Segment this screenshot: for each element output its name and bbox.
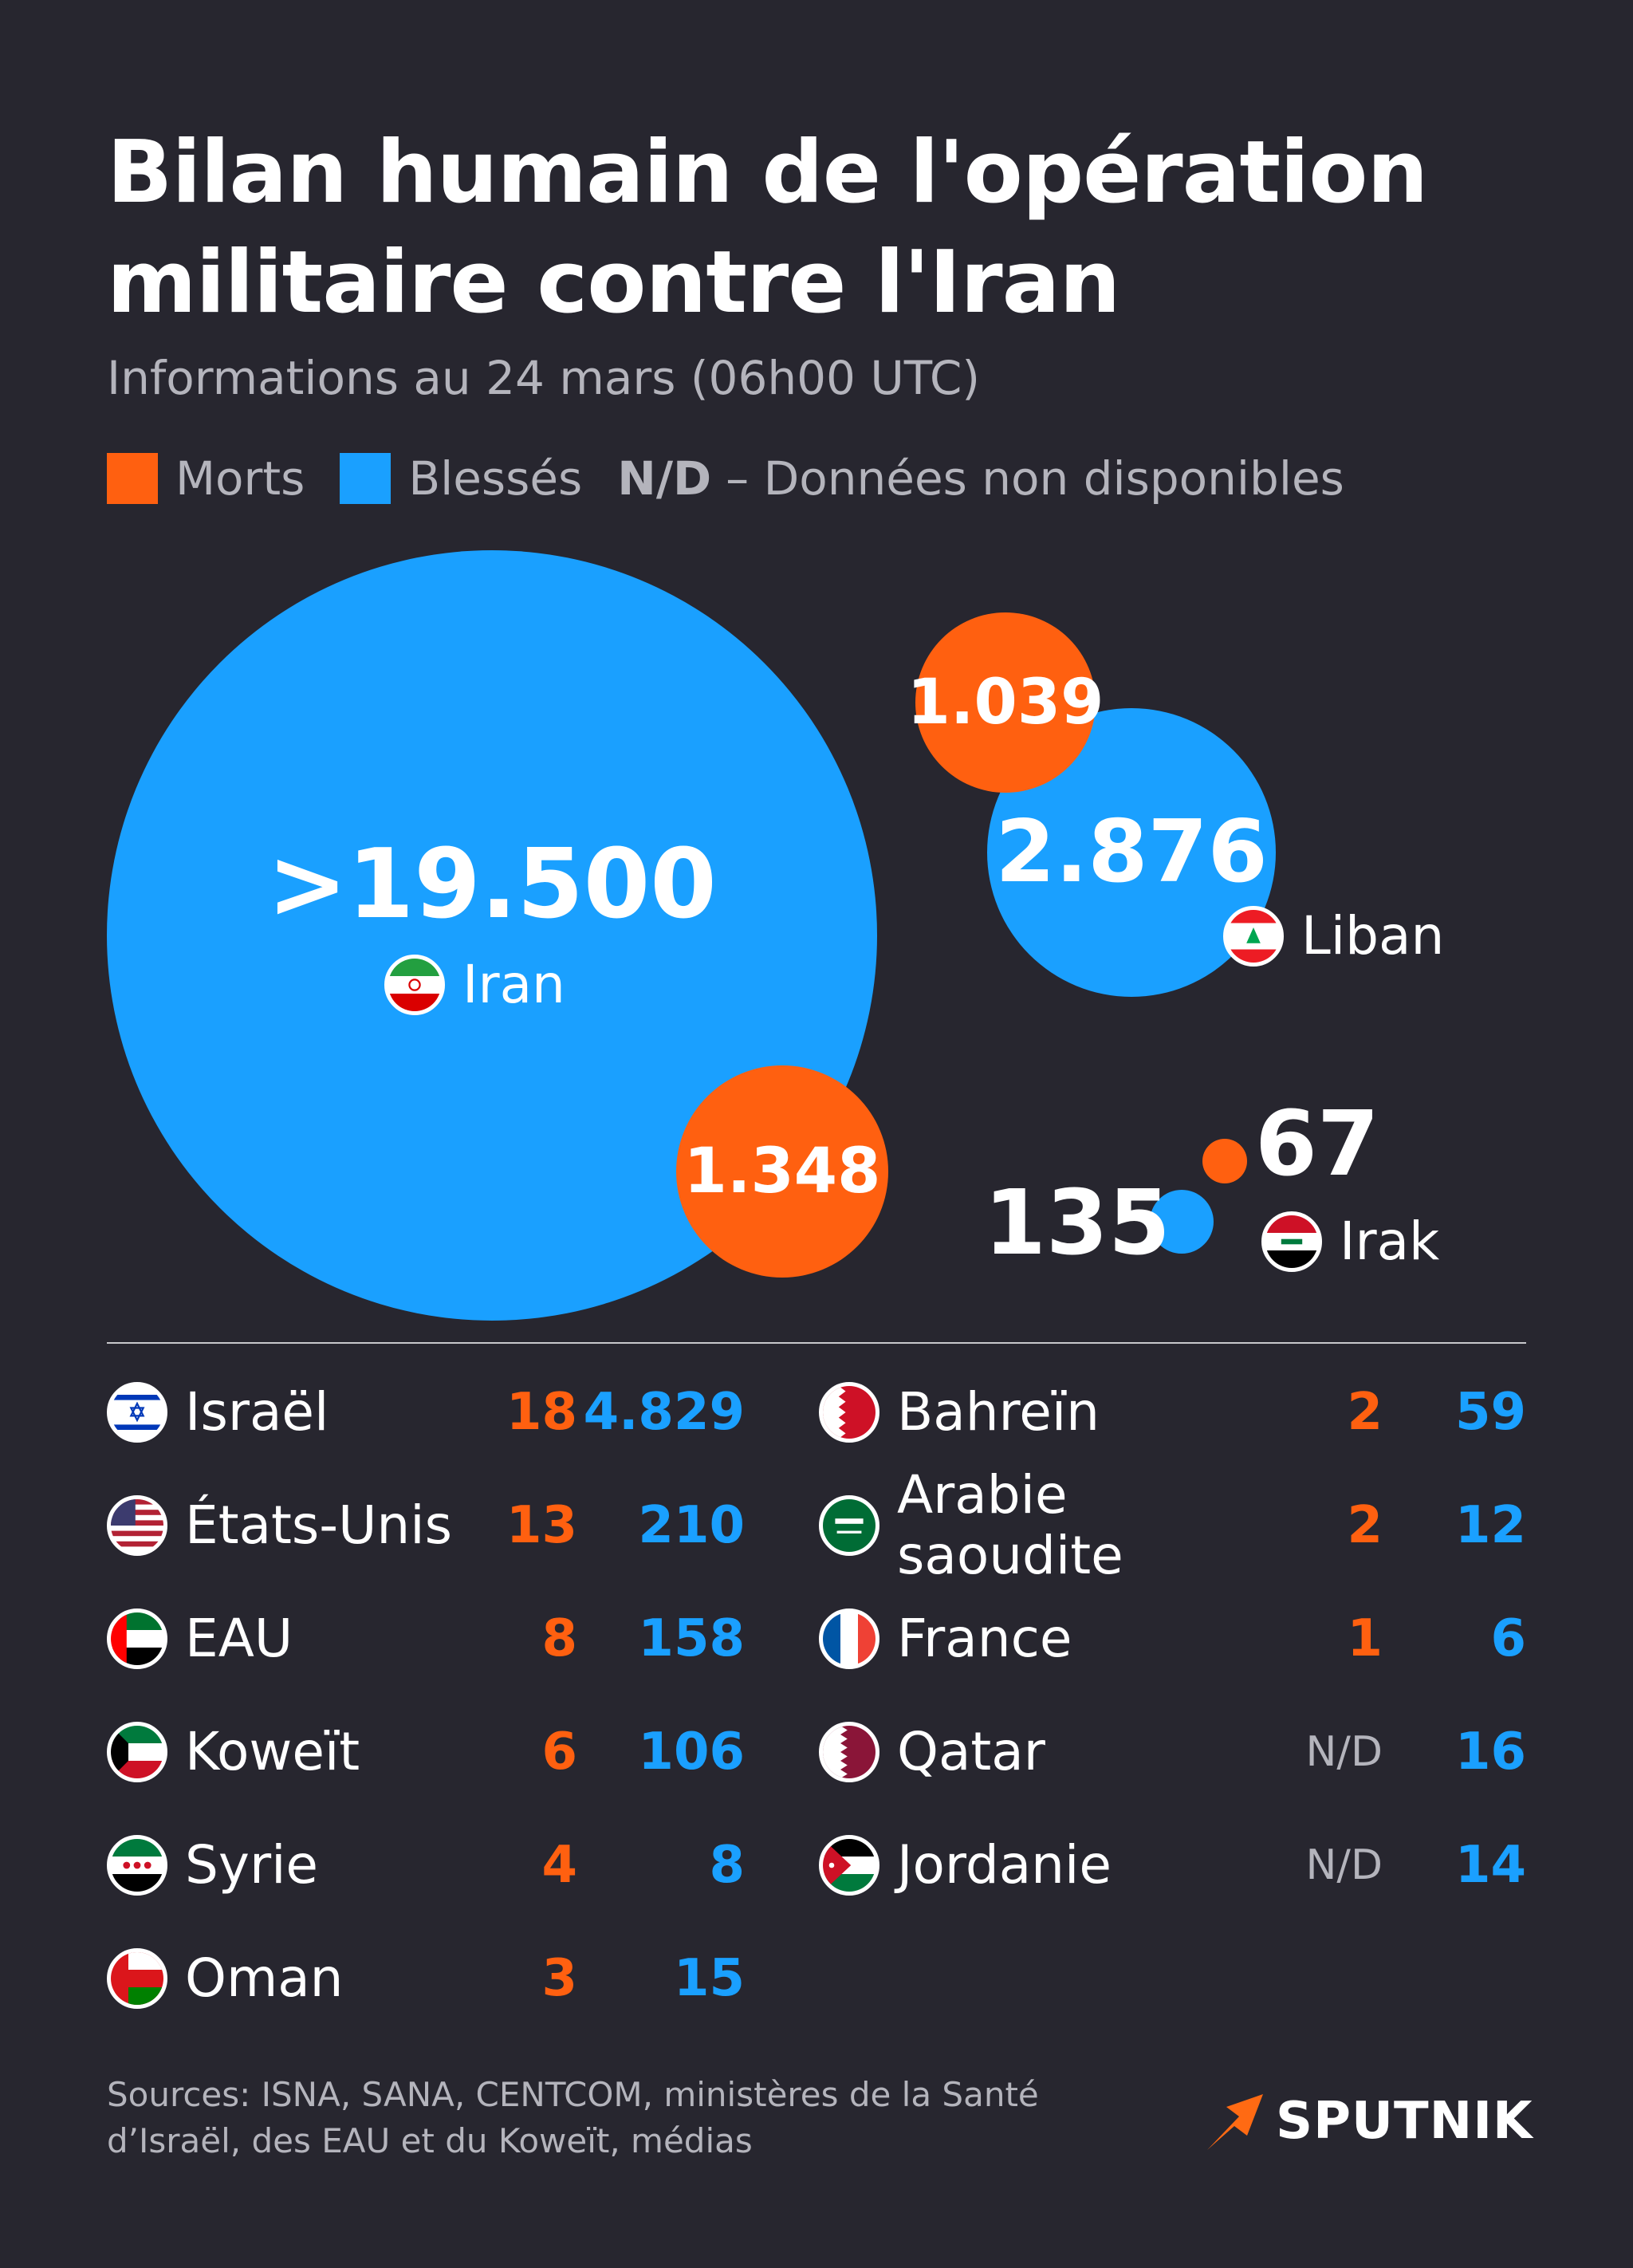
morts-value: 4 [541,1836,577,1895]
country-name: Jordanie [897,1834,1112,1896]
country-name: Syrie [185,1834,319,1896]
table-row: France 1 6 [819,1582,1526,1695]
country-name: Qatar [897,1721,1045,1782]
country-name: France [897,1608,1072,1669]
divider [107,1342,1526,1344]
lebanon-flag-icon [1223,905,1284,967]
liban-country-name: Liban [1301,905,1445,967]
blesses-value: 12 [1454,1496,1526,1555]
country-name: États-Unis [185,1494,452,1556]
title-line-2: militaire contre l'Iran [107,233,1120,333]
legend-blesses-label: Blessés [408,451,583,506]
blesses-value: 106 [638,1723,745,1782]
legend-blesses-swatch [340,453,392,504]
morts-value: 13 [506,1496,577,1555]
table-row: Koweït 6 106 [107,1695,745,1809]
page-title: Bilan humain de l'opération militaire co… [107,118,1542,338]
table-row: Jordanie N/D 14 [819,1809,1526,1922]
country-name: EAU [185,1608,293,1669]
jordan-flag-icon [819,1835,879,1896]
table-row: EAU 8 158 [107,1582,745,1695]
irak-blesses-bubble [1150,1190,1214,1254]
blesses-value: 4.829 [583,1383,745,1442]
table-row: États-Unis 13 210 [107,1469,745,1582]
country-name: Oman [185,1947,344,2009]
iran-flag-icon [384,954,445,1015]
blesses-value: 158 [638,1609,745,1668]
blesses-value: 14 [1454,1836,1526,1895]
sputnik-logo: SPUTNIK [1202,2089,1533,2153]
blesses-value: 59 [1454,1383,1526,1442]
iraq-flag-icon [1261,1211,1322,1272]
blesses-value: 15 [673,1949,745,2008]
liban-morts-value: 1.039 [907,667,1104,738]
liban-blesses-value: 2.876 [995,802,1268,902]
title-line-1: Bilan humain de l'opération [107,123,1428,222]
table-row: Arabie saoudite 2 12 [819,1465,1526,1586]
irak-morts-value: 67 [1255,1093,1379,1196]
kuwait-flag-icon [107,1722,167,1782]
table-row: Oman 3 15 [107,1922,745,2035]
legend-nd-text: – Données non disponibles [726,451,1344,506]
country-name: Arabie saoudite [897,1464,1123,1586]
country-table: Israël 18 4.829 États-Unis 13 210 EAU 8 … [107,1356,1526,2073]
usa-flag-icon [107,1495,167,1556]
iran-morts-value: 1.348 [683,1136,881,1207]
morts-value: 8 [541,1609,577,1668]
morts-value: 18 [506,1383,577,1442]
sources-note: Sources: ISNA, SANA, CENTCOM, ministères… [107,2075,1039,2160]
morts-value: 1 [1347,1609,1383,1668]
iran-label: Iran [384,954,565,1015]
legend: Morts Blessés N/D – Données non disponib… [107,447,1344,510]
syria-flag-icon [107,1835,167,1896]
bahrain-flag-icon [819,1382,879,1443]
liban-morts-bubble: 1.039 [907,612,1104,793]
morts-value: 6 [541,1723,577,1782]
legend-morts-label: Morts [175,451,305,506]
morts-value: 2 [1347,1383,1383,1442]
bubble-chart: >19.500 Iran 1.348 2.876 1.039 Liban 67 … [107,550,1444,1321]
irak-morts-bubble [1202,1139,1247,1183]
logo-text: SPUTNIK [1276,2092,1533,2151]
table-row: Israël 18 4.829 [107,1356,745,1469]
oman-flag-icon [107,1948,167,2009]
blesses-value: 210 [638,1496,745,1555]
blesses-value: 6 [1490,1609,1526,1668]
irak-blesses-value: 135 [984,1171,1171,1275]
morts-value: N/D [1305,1841,1383,1889]
table-row: Bahreïn 2 59 [819,1356,1526,1469]
legend-morts-swatch [107,453,158,504]
subtitle: Informations au 24 mars (06h00 UTC) [107,351,980,405]
irak-label: Irak [1261,1211,1439,1272]
liban-label: Liban [1223,905,1444,967]
blesses-value: 16 [1454,1723,1526,1782]
country-name: Bahreïn [897,1381,1100,1443]
uae-flag-icon [107,1608,167,1669]
iran-country-name: Iran [462,954,565,1015]
iran-morts-bubble: 1.348 [676,1065,888,1278]
qatar-flag-icon [819,1722,879,1782]
saudi-flag-icon [819,1495,879,1556]
morts-value: 3 [541,1949,577,2008]
irak-country-name: Irak [1340,1211,1440,1272]
legend-nd-key: N/D [617,451,712,506]
sputnik-star-icon [1207,2094,1263,2150]
morts-value: 2 [1347,1496,1383,1555]
france-flag-icon [819,1608,879,1669]
country-name: Koweït [185,1721,360,1782]
iran-blesses-value: >19.500 [267,829,717,940]
blesses-value: 8 [709,1836,745,1895]
morts-value: N/D [1305,1728,1383,1776]
country-name: Israël [185,1381,329,1443]
table-row: Syrie 4 8 [107,1809,745,1922]
table-row: Qatar N/D 16 [819,1695,1526,1809]
israel-flag-icon [107,1382,167,1443]
